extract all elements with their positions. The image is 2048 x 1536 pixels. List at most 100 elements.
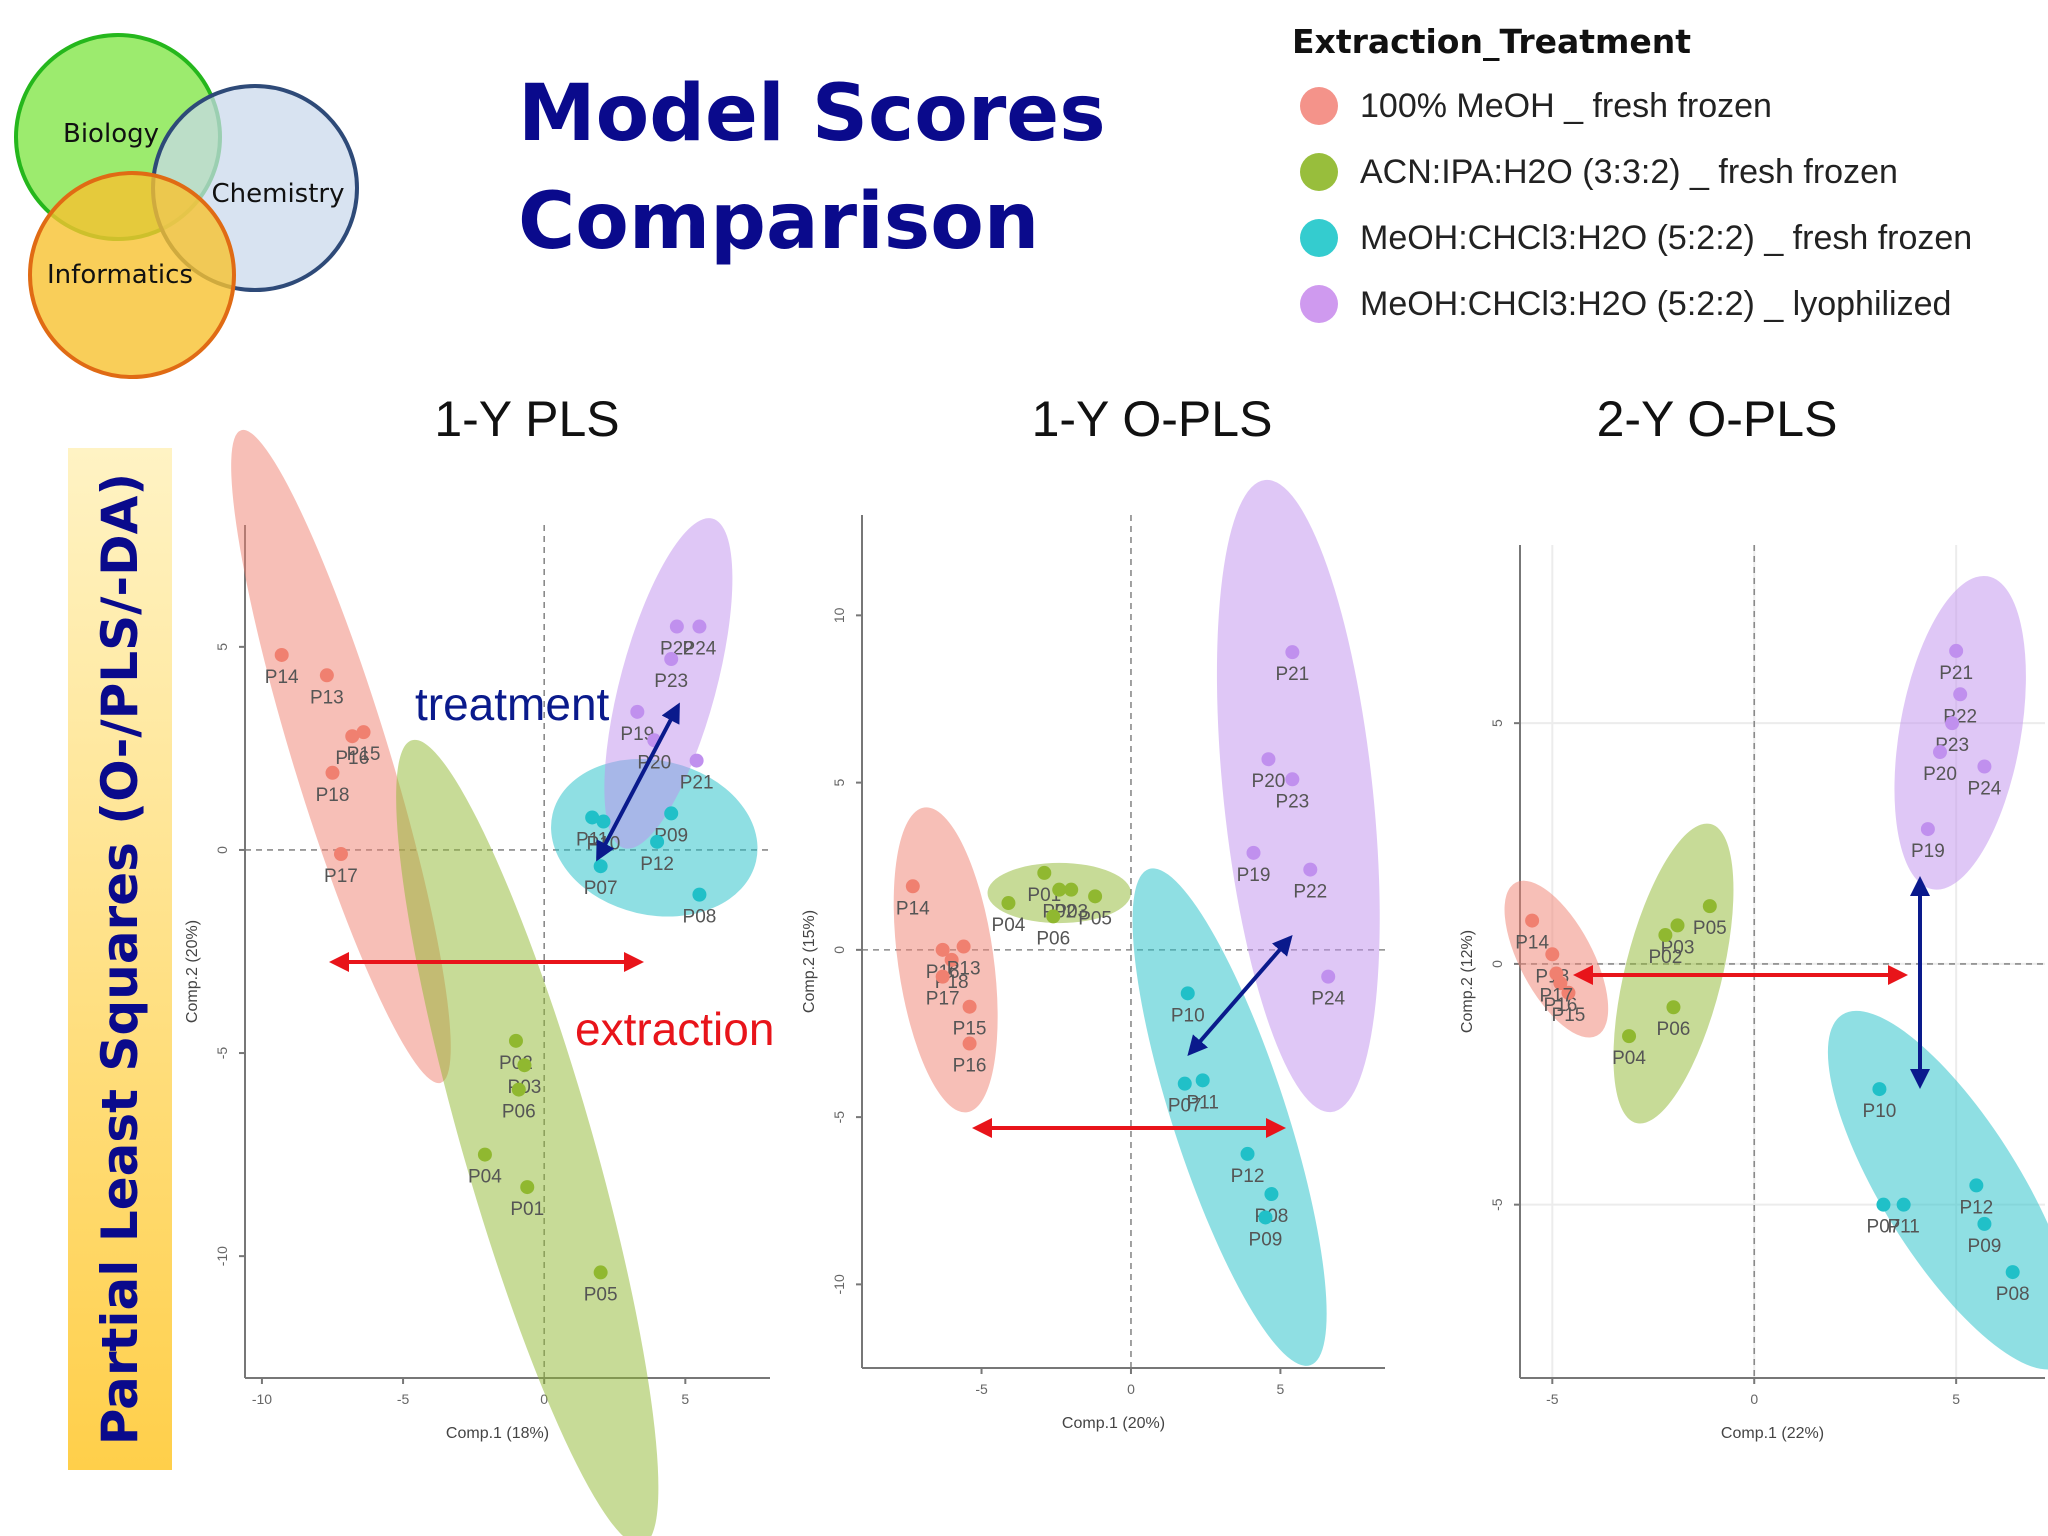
data-point [1246,845,1261,860]
data-point [585,810,600,825]
legend: Extraction_Treatment 100% MeOH _ fresh f… [1290,22,1972,337]
x-axis-label: Comp.1 (20%) [1062,1415,1165,1432]
scatter-panel-1: -10 -5 0 5 5 0 -5 -10 Comp.1 (18%) Comp.2 (20%) P1… [184,429,770,1536]
data-point [508,1033,523,1048]
y-tick-label: -10 [214,1246,230,1266]
data-point [1702,899,1717,914]
data-point [593,1265,608,1280]
data-point [1088,889,1103,904]
data-point [1177,1076,1192,1091]
venn-label-informatics: Informatics [47,260,193,290]
data-point [935,942,950,957]
point-label: P14 [896,898,930,919]
legend-swatch [1300,87,1338,125]
data-point [1622,1029,1637,1044]
data-point [1920,822,1935,837]
data-point [1977,759,1992,774]
side-label-band [68,448,172,1470]
y-tick-label: 0 [1489,960,1505,968]
point-label: P23 [654,671,688,692]
data-point [511,1082,526,1097]
data-point [1240,1146,1255,1161]
data-point [2005,1265,2020,1280]
point-label: P16 [953,1056,987,1077]
point-label: P06 [1657,1019,1691,1040]
y-axis-label: Comp.2 (12%) [1459,930,1476,1033]
point-label: P13 [947,959,981,980]
point-label: P19 [1237,865,1271,886]
point-label: P12 [1231,1166,1265,1187]
venn-label-biology: Biology [63,119,159,149]
data-point [1953,687,1968,702]
data-point [962,999,977,1014]
data-point [1264,1187,1279,1202]
data-point [1896,1197,1911,1212]
venn-label-chemistry: Chemistry [212,179,345,209]
data-point [692,887,707,902]
group-ellipse [396,739,659,1536]
point-label: P16 [1543,995,1577,1016]
data-point [1876,1197,1891,1212]
y-tick-label: 5 [1489,719,1505,727]
y-tick-label: -5 [1489,1198,1505,1211]
point-label: P12 [640,854,674,875]
data-point [274,647,289,662]
group-ellipse [231,429,451,1084]
point-label: P12 [1959,1197,1993,1218]
y-tick-label: -5 [214,1047,230,1060]
data-point [319,668,334,683]
data-point [689,753,704,768]
point-label: P07 [1168,1096,1202,1117]
point-label: P18 [316,785,350,806]
point-label: P17 [324,866,358,887]
data-point [345,729,360,744]
legend-label: ACN:IPA:H2O (3:3:2) _ fresh frozen [1360,152,1898,191]
point-label: P02 [1648,947,1682,968]
page-title: Model Scores Comparison [518,60,1106,276]
extraction-annotation: extraction [575,1003,775,1055]
data-point [1545,947,1560,962]
data-point [1977,1216,1992,1231]
y-tick-label: -5 [831,1111,847,1124]
data-point [520,1180,535,1195]
point-label: P08 [1996,1284,2030,1305]
x-tick-label: -5 [397,1391,410,1407]
venn-circle-informatics [28,171,236,379]
data-point [1046,909,1061,924]
y-tick-label: -10 [831,1274,847,1294]
data-point [1549,966,1564,981]
data-point [1525,913,1540,928]
point-label: P10 [1863,1101,1897,1122]
point-label: P09 [1249,1229,1283,1250]
data-point [630,704,645,719]
legend-label: MeOH:CHCl3:H2O (5:2:2) _ fresh frozen [1360,218,1973,257]
data-point [1258,1210,1273,1225]
data-point [356,725,371,740]
point-label: P04 [1612,1048,1646,1069]
data-point [1969,1178,1984,1193]
data-point [1949,643,1964,658]
point-label: P14 [1515,933,1549,954]
x-tick-label: 5 [1952,1391,1960,1407]
point-label: P08 [683,907,717,928]
point-label: P21 [680,773,714,794]
legend-item: MeOH:CHCl3:H2O (5:2:2) _ fresh frozen [1290,205,1972,271]
legend-label: MeOH:CHCl3:H2O (5:2:2) _ lyophilized [1360,284,1952,323]
point-label: P24 [1311,989,1345,1010]
data-point [1872,1082,1887,1097]
point-label: P17 [1539,986,1573,1007]
x-tick-label: -5 [1546,1391,1559,1407]
x-tick-label: -10 [252,1391,272,1407]
x-axis-label: Comp.1 (18%) [446,1425,549,1442]
data-point [664,652,679,667]
point-label: P20 [1252,771,1286,792]
point-label: P24 [683,639,717,660]
point-label: P15 [1552,1005,1586,1026]
legend-title: Extraction_Treatment [1292,22,1692,61]
title-line-1: Model Scores [518,69,1106,159]
group-ellipse [1827,1010,2048,1370]
y-tick-label: 5 [214,643,230,651]
treatment-arrow-2 [1187,934,1293,1057]
data-point [1321,969,1336,984]
